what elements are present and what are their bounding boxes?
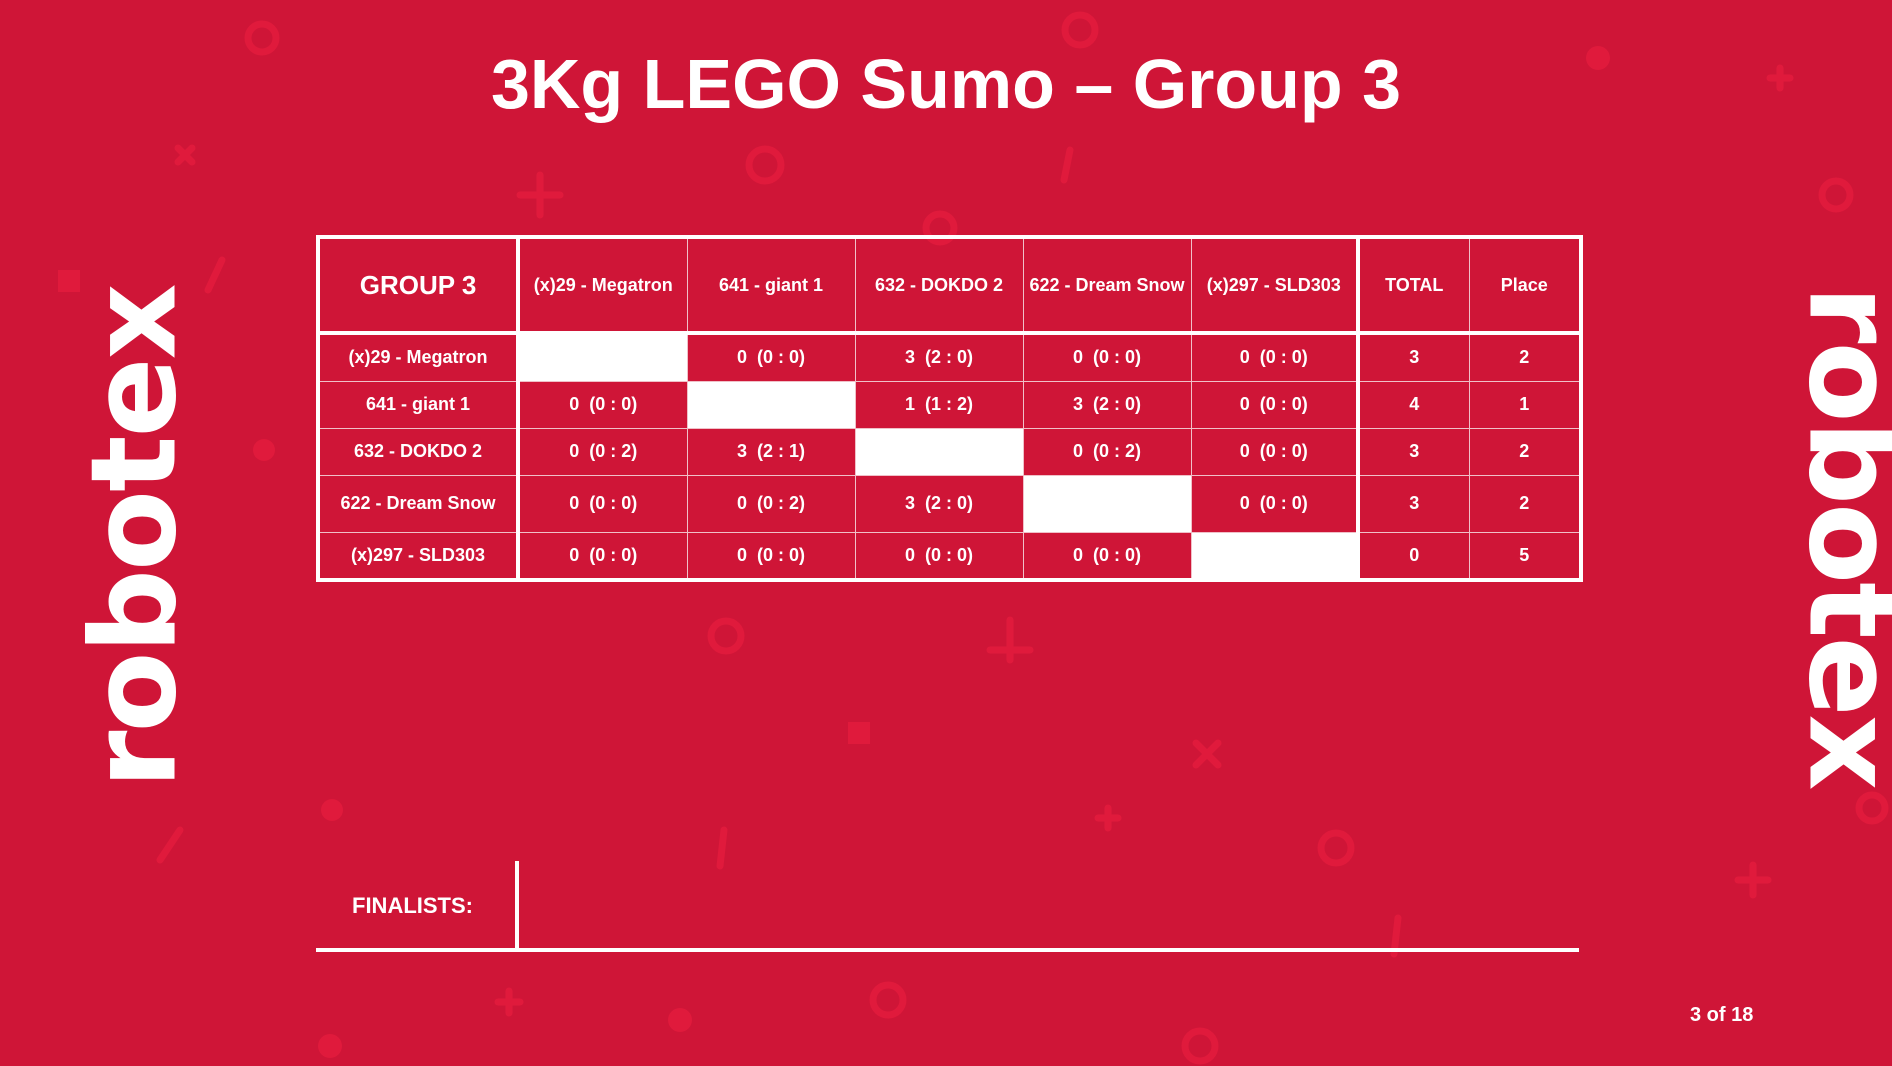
- decor-circle: [1317, 829, 1355, 867]
- row-team-name: 641 - giant 1: [317, 380, 520, 429]
- match-result-cell: 0 (0 : 0): [517, 474, 688, 533]
- table-row: 622 - Dream Snow 0 (0 : 0) 0 (0 : 2) 3 (2 :…: [317, 474, 1582, 533]
- match-result-cell: 0 (0 : 0): [1190, 427, 1359, 476]
- decor-dot: [321, 799, 343, 821]
- self-match-cell: [854, 427, 1024, 476]
- decor-dot: [253, 439, 275, 461]
- match-result-cell: 0 (0 : 0): [1190, 332, 1359, 382]
- table-row: (x)29 - Megatron 0 (0 : 0) 3 (2 : 0) 0 (0 :…: [317, 332, 1582, 382]
- match-result-cell: 0 (0 : 2): [686, 474, 856, 533]
- group-label: GROUP 3: [317, 236, 520, 335]
- decor-square: [848, 722, 870, 744]
- match-result-cell: 0 (0 : 0): [686, 332, 856, 382]
- decor-line: [716, 826, 728, 870]
- decor-dot: [668, 1008, 692, 1032]
- decor-plus: [494, 987, 524, 1017]
- decor-line: [1060, 146, 1074, 184]
- total-cell: 3: [1356, 332, 1470, 382]
- place-cell: 2: [1468, 427, 1582, 476]
- decor-plus: [1766, 64, 1794, 92]
- place-header: Place: [1468, 236, 1582, 335]
- decor-line: [204, 256, 226, 294]
- header-row: GROUP 3 (x)29 - Megatron 641 - giant 1 6…: [317, 236, 1582, 335]
- decor-circle: [1181, 1027, 1219, 1065]
- decor-circle: [869, 981, 907, 1019]
- match-result-cell: 0 (0 : 0): [1190, 380, 1359, 429]
- match-result-cell: 1 (1 : 2): [854, 380, 1024, 429]
- match-result-cell: 0 (0 : 2): [517, 427, 688, 476]
- match-result-cell: 0 (0 : 0): [517, 380, 688, 429]
- self-match-cell: [1022, 474, 1192, 533]
- column-header: 641 - giant 1: [686, 236, 856, 335]
- robotex-logo: robotex: [1782, 285, 1892, 789]
- match-result-cell: 3 (2 : 0): [854, 332, 1024, 382]
- match-result-cell: 0 (0 : 0): [1022, 332, 1192, 382]
- decor-circle: [244, 20, 280, 56]
- decor-circle: [1061, 11, 1099, 49]
- column-header: 632 - DOKDO 2: [854, 236, 1024, 335]
- decor-plus: [986, 616, 1034, 664]
- decor-circle: [1818, 177, 1854, 213]
- place-cell: 5: [1468, 531, 1582, 581]
- group-results-table: GROUP 3 (x)29 - Megatron 641 - giant 1 6…: [316, 235, 1583, 582]
- column-header: (x)29 - Megatron: [517, 236, 688, 335]
- place-cell: 2: [1468, 332, 1582, 382]
- total-header: TOTAL: [1356, 236, 1470, 335]
- match-result-cell: 0 (0 : 0): [1190, 474, 1359, 533]
- self-match-cell: [1190, 531, 1359, 581]
- match-result-cell: 3 (2 : 0): [854, 474, 1024, 533]
- total-cell: 3: [1356, 474, 1470, 533]
- decor-line: [156, 826, 184, 864]
- self-match-cell: [686, 380, 856, 429]
- decor-cross: [174, 144, 196, 166]
- match-result-cell: 0 (0 : 0): [517, 531, 688, 581]
- decor-circle: [745, 145, 785, 185]
- row-team-name: 622 - Dream Snow: [317, 474, 520, 533]
- total-cell: 3: [1356, 427, 1470, 476]
- finalists-underline: [316, 948, 1579, 952]
- decor-plus: [1094, 804, 1122, 832]
- total-cell: 4: [1356, 380, 1470, 429]
- robotex-logo: robotex: [64, 285, 203, 789]
- decor-plus: [516, 171, 564, 219]
- table-row: (x)297 - SLD303 0 (0 : 0) 0 (0 : 0) 0 (0 : …: [317, 531, 1582, 581]
- match-result-cell: 0 (0 : 0): [854, 531, 1024, 581]
- place-cell: 1: [1468, 380, 1582, 429]
- match-result-cell: 0 (0 : 0): [686, 531, 856, 581]
- decor-circle: [1855, 791, 1889, 825]
- total-cell: 0: [1356, 531, 1470, 581]
- decor-dot: [318, 1034, 342, 1058]
- row-team-name: 632 - DOKDO 2: [317, 427, 520, 476]
- decor-circle: [707, 617, 745, 655]
- match-result-cell: 3 (2 : 1): [686, 427, 856, 476]
- match-result-cell: 0 (0 : 2): [1022, 427, 1192, 476]
- finalists-label: FINALISTS:: [352, 893, 473, 918]
- page-title: 3Kg LEGO Sumo – Group 3: [490, 45, 1402, 123]
- match-result-cell: 3 (2 : 0): [1022, 380, 1192, 429]
- decor-plus: [1734, 861, 1772, 899]
- match-result-cell: 0 (0 : 0): [1022, 531, 1192, 581]
- decor-square: [58, 270, 80, 292]
- place-cell: 2: [1468, 474, 1582, 533]
- self-match-cell: [517, 332, 688, 382]
- column-header: (x)297 - SLD303: [1190, 236, 1359, 335]
- column-header: 622 - Dream Snow: [1022, 236, 1192, 335]
- finalists-divider: [515, 861, 519, 950]
- decor-cross: [1192, 739, 1222, 769]
- decor-dot: [1586, 46, 1610, 70]
- page-indicator: 3 of 18: [1690, 1004, 1754, 1026]
- row-team-name: (x)297 - SLD303: [317, 531, 520, 581]
- row-team-name: (x)29 - Megatron: [317, 332, 520, 382]
